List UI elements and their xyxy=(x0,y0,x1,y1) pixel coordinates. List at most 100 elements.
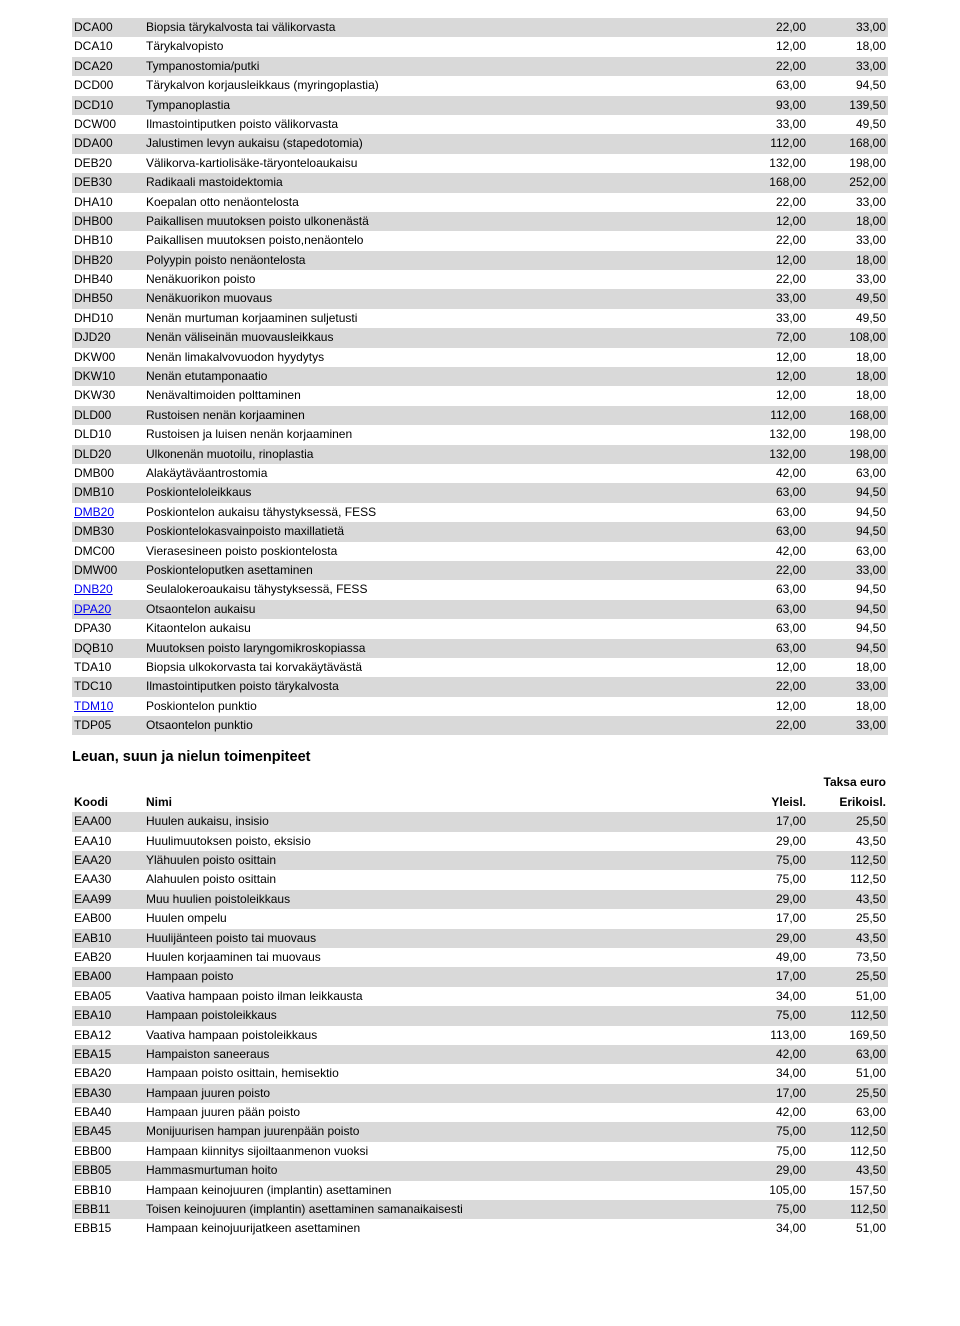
code-cell: DJD20 xyxy=(72,328,144,347)
value1-cell: 132,00 xyxy=(728,154,808,173)
code-cell[interactable]: DNB20 xyxy=(72,580,144,599)
code-cell: EBB10 xyxy=(72,1181,144,1200)
table-row: EAA00Huulen aukaisu, insisio17,0025,50 xyxy=(72,812,888,831)
value1-cell: 75,00 xyxy=(728,1122,808,1141)
table-row: EBA05Vaativa hampaan poisto ilman leikka… xyxy=(72,987,888,1006)
value2-cell: 94,50 xyxy=(808,619,888,638)
value2-cell: 112,50 xyxy=(808,1122,888,1141)
table-row: DCW00Ilmastointiputken poisto välikorvas… xyxy=(72,115,888,134)
code-cell: DHA10 xyxy=(72,193,144,212)
name-cell: Paikallisen muutoksen poisto,nenäontelo xyxy=(144,231,728,250)
table-row: EBA10Hampaan poistoleikkaus75,00112,50 xyxy=(72,1006,888,1025)
table-row: DLD10Rustoisen ja luisen nenän korjaamin… xyxy=(72,425,888,444)
value1-cell: 22,00 xyxy=(728,231,808,250)
value2-cell: 18,00 xyxy=(808,251,888,270)
table-row: DCA20Tympanostomia/putki22,0033,00 xyxy=(72,57,888,76)
code-cell: EAB00 xyxy=(72,909,144,928)
value2-cell: 18,00 xyxy=(808,37,888,56)
code-cell[interactable]: DMB20 xyxy=(72,503,144,522)
value2-cell: 33,00 xyxy=(808,193,888,212)
value2-cell: 112,50 xyxy=(808,851,888,870)
name-cell: Vierasesineen poisto poskiontelosta xyxy=(144,542,728,561)
table-row: DCA00Biopsia tärykalvosta tai välikorvas… xyxy=(72,18,888,37)
value1-cell: 34,00 xyxy=(728,987,808,1006)
name-cell: Ilmastointiputken poisto välikorvasta xyxy=(144,115,728,134)
table-row: EBA20Hampaan poisto osittain, hemisektio… xyxy=(72,1064,888,1083)
table-row: DMB10Poskionteloleikkaus63,0094,50 xyxy=(72,483,888,502)
name-cell: Biopsia ulkokorvasta tai korvakäytävästä xyxy=(144,658,728,677)
value1-cell: 168,00 xyxy=(728,173,808,192)
code-cell[interactable]: TDM10 xyxy=(72,697,144,716)
value2-cell: 94,50 xyxy=(808,522,888,541)
top-table: DCA00Biopsia tärykalvosta tai välikorvas… xyxy=(72,18,888,735)
table-row: EAA10Huulimuutoksen poisto, eksisio29,00… xyxy=(72,832,888,851)
code-cell: DHB10 xyxy=(72,231,144,250)
table-row: DKW00Nenän limakalvovuodon hyydytys12,00… xyxy=(72,348,888,367)
table-row: DLD00Rustoisen nenän korjaaminen112,0016… xyxy=(72,406,888,425)
value1-cell: 132,00 xyxy=(728,445,808,464)
name-cell: Radikaali mastoidektomia xyxy=(144,173,728,192)
code-cell: EBA45 xyxy=(72,1122,144,1141)
code-cell: DCA00 xyxy=(72,18,144,37)
value2-cell: 63,00 xyxy=(808,1103,888,1122)
value2-cell: 43,50 xyxy=(808,890,888,909)
table-row: DMC00Vierasesineen poisto poskiontelosta… xyxy=(72,542,888,561)
name-cell: Huulijänteen poisto tai muovaus xyxy=(144,929,728,948)
value2-cell: 18,00 xyxy=(808,697,888,716)
name-cell: Hampaan juuren poisto xyxy=(144,1084,728,1103)
name-cell: Nenäkuorikon poisto xyxy=(144,270,728,289)
value2-cell: 43,50 xyxy=(808,1161,888,1180)
value2-cell: 168,00 xyxy=(808,134,888,153)
value1-cell: 93,00 xyxy=(728,96,808,115)
name-cell: Toisen keinojuuren (implantin) asettamin… xyxy=(144,1200,728,1219)
code-cell: DCW00 xyxy=(72,115,144,134)
table-row: TDC10Ilmastointiputken poisto tärykalvos… xyxy=(72,677,888,696)
name-cell: Tympanoplastia xyxy=(144,96,728,115)
name-cell: Tympanostomia/putki xyxy=(144,57,728,76)
value1-cell: 22,00 xyxy=(728,561,808,580)
code-cell: DHB00 xyxy=(72,212,144,231)
value2-cell: 157,50 xyxy=(808,1181,888,1200)
table-row: DDA00Jalustimen levyn aukaisu (stapedoto… xyxy=(72,134,888,153)
table-row: EBA40Hampaan juuren pään poisto42,0063,0… xyxy=(72,1103,888,1122)
name-cell: Poskiontelokasvainpoisto maxillatietä xyxy=(144,522,728,541)
code-cell: TDC10 xyxy=(72,677,144,696)
value2-cell: 94,50 xyxy=(808,483,888,502)
name-cell: Paikallisen muutoksen poisto ulkonenästä xyxy=(144,212,728,231)
name-cell: Polyypin poisto nenäontelosta xyxy=(144,251,728,270)
header-row: Koodi Nimi Yleisl. Erikoisl. xyxy=(72,793,888,812)
table-row: DEB20Välikorva-kartiolisäke-täryonteloau… xyxy=(72,154,888,173)
value1-cell: 113,00 xyxy=(728,1026,808,1045)
value2-cell: 112,50 xyxy=(808,1142,888,1161)
value1-cell: 105,00 xyxy=(728,1181,808,1200)
value2-cell: 112,50 xyxy=(808,1200,888,1219)
code-cell: EBA40 xyxy=(72,1103,144,1122)
name-cell: Hampaan poistoleikkaus xyxy=(144,1006,728,1025)
value2-cell: 43,50 xyxy=(808,832,888,851)
taksa-label: Taksa euro xyxy=(808,773,888,792)
name-cell: Nenän etutamponaatio xyxy=(144,367,728,386)
code-cell: EBA20 xyxy=(72,1064,144,1083)
value1-cell: 12,00 xyxy=(728,658,808,677)
table-row: EBB05Hammasmurtuman hoito29,0043,50 xyxy=(72,1161,888,1180)
table-row: DCA10Tärykalvopisto12,0018,00 xyxy=(72,37,888,56)
value1-cell: 12,00 xyxy=(728,386,808,405)
code-cell: EBA00 xyxy=(72,967,144,986)
table-row: EAB10Huulijänteen poisto tai muovaus29,0… xyxy=(72,929,888,948)
table-row: DMB00Alakäytäväantrostomia42,0063,00 xyxy=(72,464,888,483)
value1-cell: 75,00 xyxy=(728,1142,808,1161)
value1-cell: 42,00 xyxy=(728,1103,808,1122)
value2-cell: 25,50 xyxy=(808,967,888,986)
name-cell: Biopsia tärykalvosta tai välikorvasta xyxy=(144,18,728,37)
value2-cell: 33,00 xyxy=(808,270,888,289)
name-cell: Nenän väliseinän muovausleikkaus xyxy=(144,328,728,347)
value2-cell: 94,50 xyxy=(808,503,888,522)
code-cell: TDA10 xyxy=(72,658,144,677)
value2-cell: 51,00 xyxy=(808,1219,888,1238)
code-cell: DHB20 xyxy=(72,251,144,270)
value1-cell: 22,00 xyxy=(728,18,808,37)
value2-cell: 198,00 xyxy=(808,445,888,464)
code-cell[interactable]: DPA20 xyxy=(72,600,144,619)
value1-cell: 63,00 xyxy=(728,522,808,541)
code-cell: DPA30 xyxy=(72,619,144,638)
